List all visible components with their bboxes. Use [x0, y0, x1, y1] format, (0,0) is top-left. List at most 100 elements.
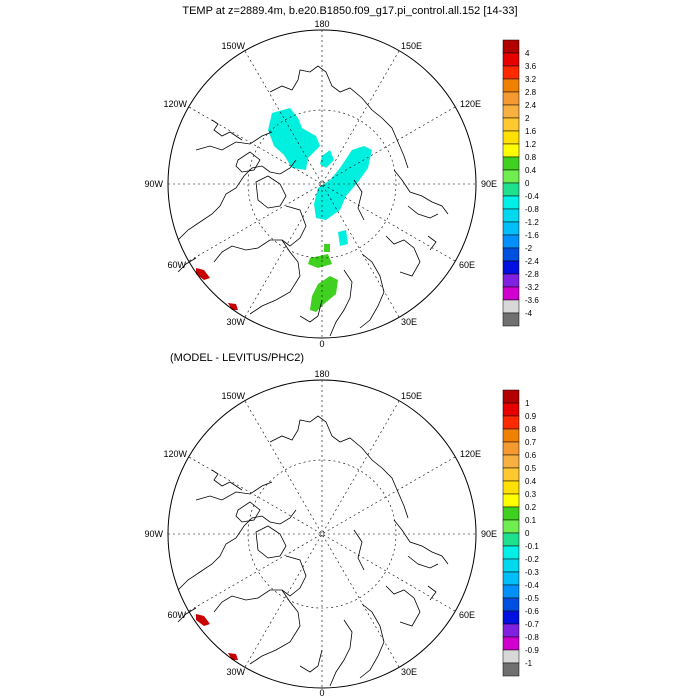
colorbar-swatch [502, 623, 520, 638]
colorbar-swatch [502, 571, 520, 586]
colorbar-swatch [502, 467, 520, 482]
colorbar-swatch [502, 299, 520, 314]
colorbar-swatch [502, 39, 520, 54]
lon-label: 60W [167, 260, 186, 270]
colorbar-label: -0.2 [525, 555, 539, 564]
anomaly-region-red [196, 614, 210, 626]
colorbar-swatch [502, 610, 520, 625]
colorbar-swatch [502, 208, 520, 223]
colorbar-label: 1.6 [525, 127, 537, 136]
colorbar-label: 0 [525, 529, 530, 538]
lon-label: 150E [401, 41, 422, 51]
lon-label: 180 [314, 19, 329, 29]
colorbar-label: 3.2 [525, 75, 537, 84]
colorbar-label: 0.9 [525, 412, 537, 421]
colorbar-swatch [502, 169, 520, 184]
anomaly-region-green [324, 244, 330, 252]
colorbar-swatch [502, 493, 520, 508]
lon-label: 30E [401, 317, 417, 327]
anomaly-region-cyan [314, 146, 372, 220]
colorbar-label: 4 [525, 49, 530, 58]
colorbar-label: -0.1 [525, 542, 539, 551]
colorbar-swatch [502, 234, 520, 249]
colorbar-swatch [502, 91, 520, 106]
colorbar-swatch [502, 143, 520, 158]
colorbar-label: 1.2 [525, 140, 537, 149]
colorbar-swatch [502, 195, 520, 210]
colorbar-label: 0.1 [525, 516, 537, 525]
colorbar-label: -0.9 [525, 646, 539, 655]
colorbar-label: -0.6 [525, 607, 539, 616]
colorbar: 4 3.6 3.2 2.8 2.4 2 1.6 1.2 0.8 0.4 0 -0.4 -0.8 -1.2 -… [502, 39, 539, 327]
colorbar-swatch [502, 273, 520, 288]
panel-bottom: (MODEL - LEVITUS/PHC2) [144, 352, 539, 698]
longitude-labels: 180 150E 120E 90E 60E 30E 0 30W 60W 90W … [144, 369, 497, 698]
map-boundary [167, 29, 477, 339]
lon-label: 30E [401, 667, 417, 677]
lon-label: 150E [401, 391, 422, 401]
colorbar-swatch [502, 597, 520, 612]
colorbar-swatch [502, 584, 520, 599]
anomaly-region-cyan [338, 230, 348, 246]
lon-label: 120W [163, 449, 187, 459]
colorbar-label: 2.4 [525, 101, 537, 110]
anomaly-region-green [310, 276, 338, 312]
lon-label: 180 [314, 369, 329, 379]
colorbar-swatch [502, 312, 520, 327]
lon-label: 30W [226, 317, 245, 327]
colorbar-label: -0.5 [525, 594, 539, 603]
colorbar-swatch [502, 247, 520, 262]
colorbar-swatch [502, 480, 520, 495]
anomaly-region-red [228, 303, 238, 310]
lon-label: 90E [481, 529, 497, 539]
colorbar-swatch [502, 402, 520, 417]
anomaly-region-cyan [320, 150, 334, 168]
colorbar-swatch [502, 636, 520, 651]
colorbar-swatch [502, 519, 520, 534]
colorbar-label: 0.8 [525, 153, 537, 162]
lon-label: 90W [144, 179, 163, 189]
colorbar-swatch [502, 52, 520, 67]
colorbar-label: 0.7 [525, 438, 537, 447]
lon-label: 120E [460, 449, 481, 459]
lon-label: 120W [163, 99, 187, 109]
colorbar-swatch [502, 506, 520, 521]
lon-label: 0 [319, 688, 324, 698]
colorbar-label: 3.6 [525, 62, 537, 71]
colorbar-label: 2 [525, 114, 530, 123]
colorbar-swatch [502, 389, 520, 404]
colorbar-swatch [502, 454, 520, 469]
longitude-labels: 180 150E 120E 90E 60E 30E 0 30W 60W 90W … [144, 19, 497, 349]
graticule [168, 30, 476, 338]
colorbar-label: -0.4 [525, 192, 539, 201]
colorbar-swatch [502, 130, 520, 145]
colorbar-swatch [502, 78, 520, 93]
lon-label: 60W [167, 610, 186, 620]
colorbar-label: -0.7 [525, 620, 539, 629]
colorbar-swatch [502, 156, 520, 171]
colorbar-swatch [502, 532, 520, 547]
coastlines [177, 415, 449, 687]
anomaly-region-cyan [268, 108, 320, 170]
colorbar-label: 0.3 [525, 490, 537, 499]
colorbar-label: 0.6 [525, 451, 537, 460]
colorbar-label: 2.8 [525, 88, 537, 97]
panel-title: (MODEL - LEVITUS/PHC2) [170, 352, 304, 364]
colorbar-label: -2.8 [525, 270, 539, 279]
colorbar-swatch [502, 415, 520, 430]
colorbar-swatch [502, 662, 520, 677]
colorbar-label: -3.2 [525, 283, 539, 292]
colorbar-label: -0.3 [525, 568, 539, 577]
lon-label: 150W [221, 41, 245, 51]
colorbar-swatch [502, 428, 520, 443]
anomaly-region-red [228, 653, 238, 660]
colorbar-label: 1 [525, 399, 530, 408]
colorbar-swatch [502, 441, 520, 456]
anomaly-region-red [196, 268, 210, 280]
colorbar-label: -0.8 [525, 205, 539, 214]
colorbar: 1 0.9 0.8 0.7 0.6 0.5 0.4 0.3 0.2 0.1 0 -0.1 -0.2 -0.… [502, 389, 539, 677]
colorbar-label: -1.2 [525, 218, 539, 227]
lon-label: 60E [459, 260, 475, 270]
lon-label: 0 [319, 339, 324, 349]
